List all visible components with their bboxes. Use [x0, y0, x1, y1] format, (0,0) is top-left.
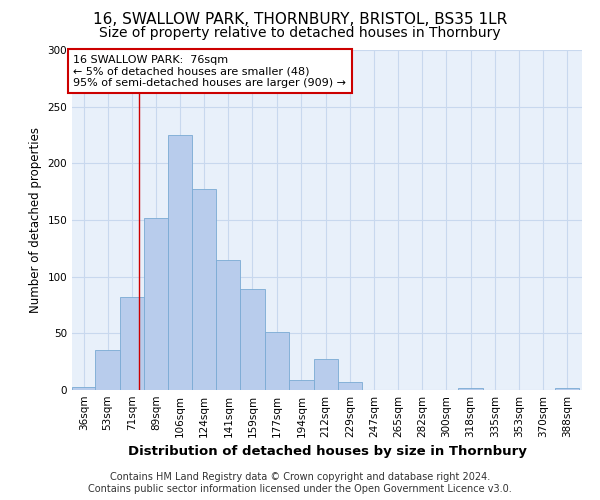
- Bar: [338, 382, 362, 390]
- Bar: [95, 350, 119, 390]
- Bar: [458, 388, 482, 390]
- Bar: [72, 386, 96, 390]
- Bar: [289, 380, 314, 390]
- Bar: [192, 190, 216, 390]
- Bar: [265, 332, 289, 390]
- Bar: [216, 260, 241, 390]
- X-axis label: Distribution of detached houses by size in Thornbury: Distribution of detached houses by size …: [128, 446, 526, 458]
- Bar: [119, 297, 144, 390]
- Y-axis label: Number of detached properties: Number of detached properties: [29, 127, 42, 313]
- Text: Size of property relative to detached houses in Thornbury: Size of property relative to detached ho…: [99, 26, 501, 40]
- Bar: [555, 388, 579, 390]
- Bar: [314, 360, 338, 390]
- Bar: [241, 289, 265, 390]
- Text: 16, SWALLOW PARK, THORNBURY, BRISTOL, BS35 1LR: 16, SWALLOW PARK, THORNBURY, BRISTOL, BS…: [93, 12, 507, 28]
- Text: Contains HM Land Registry data © Crown copyright and database right 2024.
Contai: Contains HM Land Registry data © Crown c…: [88, 472, 512, 494]
- Text: 16 SWALLOW PARK:  76sqm
← 5% of detached houses are smaller (48)
95% of semi-det: 16 SWALLOW PARK: 76sqm ← 5% of detached …: [73, 54, 346, 88]
- Bar: [144, 218, 168, 390]
- Bar: [168, 135, 192, 390]
